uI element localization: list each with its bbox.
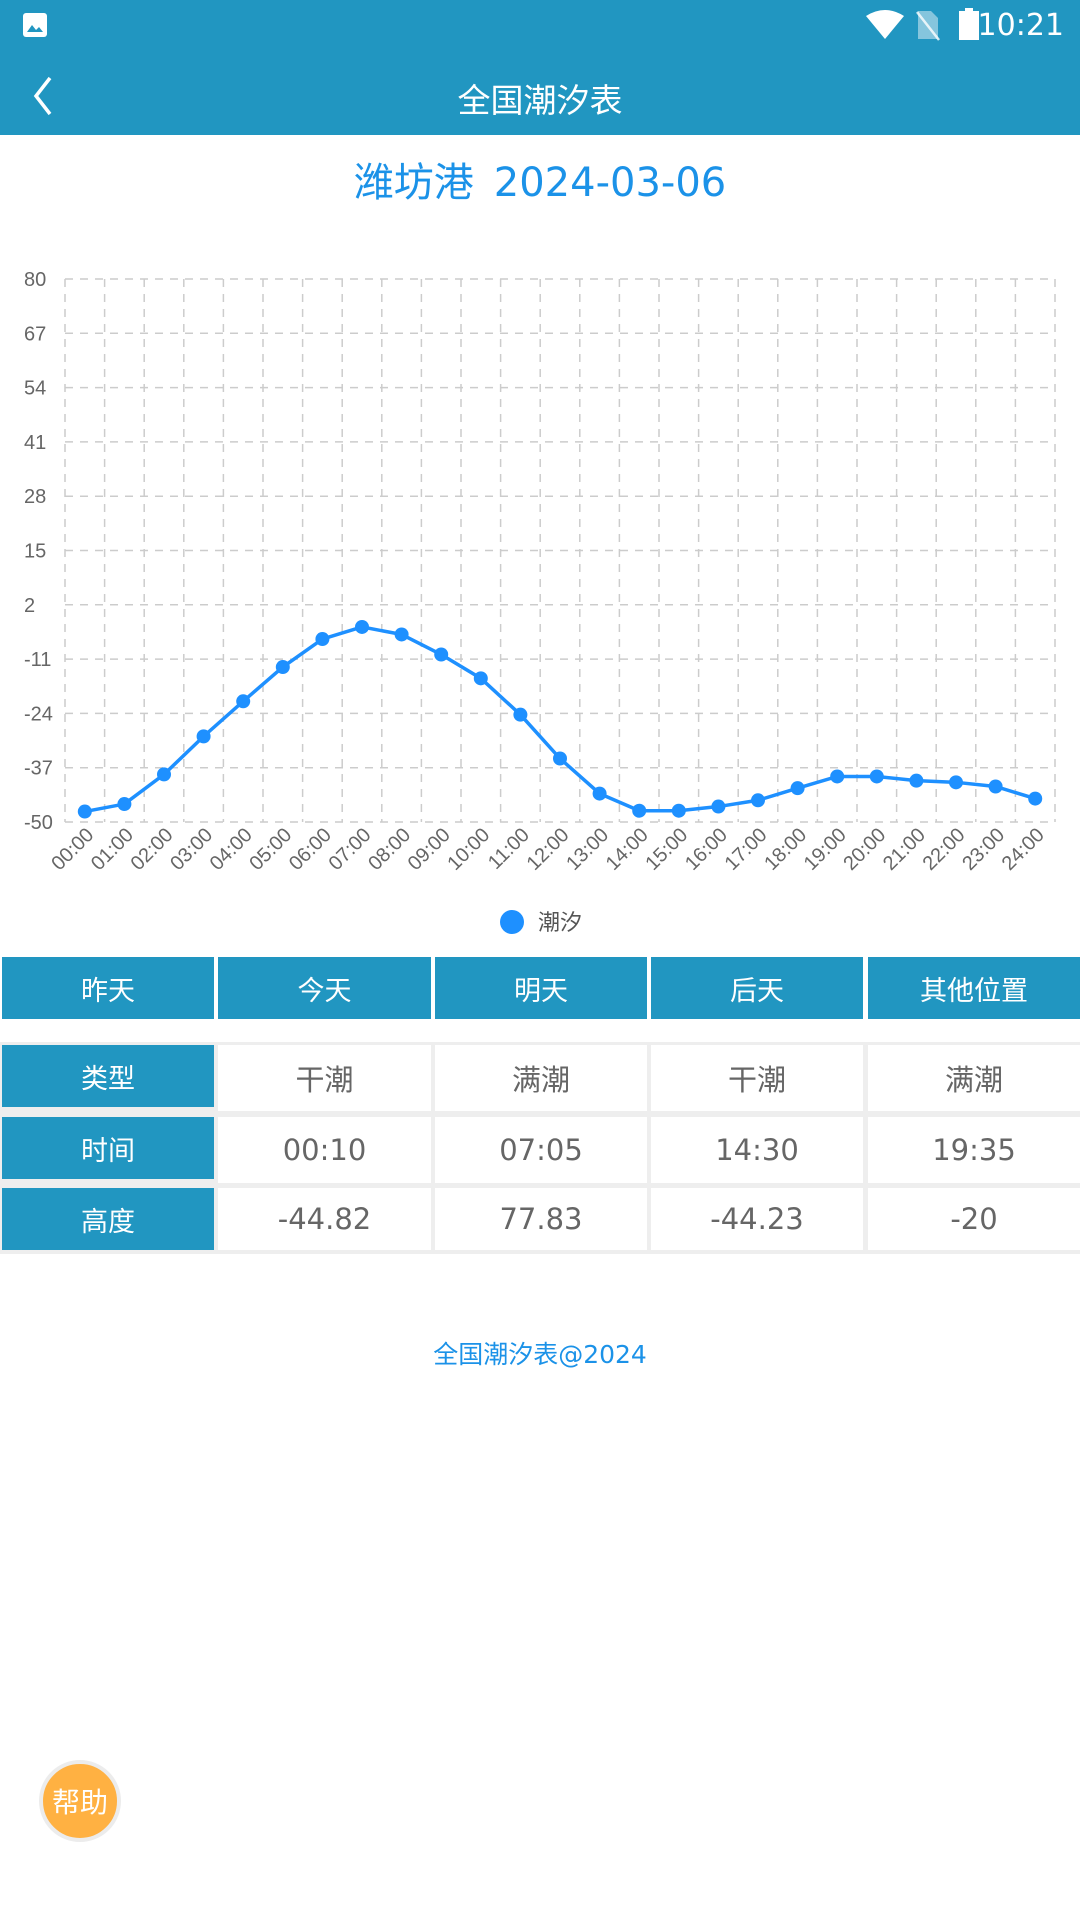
y-tick-label: 67	[24, 323, 46, 345]
other-location-button[interactable]: 其他位置	[868, 957, 1080, 1019]
y-tick-label: 28	[24, 486, 46, 508]
data-point	[553, 751, 567, 766]
data-point	[236, 694, 251, 709]
toolbar: 全国潮汐表	[0, 60, 1080, 135]
day-after-tomorrow-button[interactable]: 后天	[651, 957, 863, 1019]
wifi-icon	[866, 10, 904, 39]
table-cell-height: -44.82	[218, 1188, 431, 1250]
data-point	[751, 793, 765, 808]
battery-icon	[959, 8, 979, 40]
data-point	[275, 660, 290, 675]
data-point	[157, 767, 171, 782]
x-tick-label: 00:00	[47, 824, 98, 875]
data-point	[909, 773, 924, 788]
y-tick-label: -24	[24, 703, 53, 725]
data-point	[790, 781, 805, 796]
data-point	[988, 779, 1003, 794]
legend-label: 潮汐	[538, 911, 582, 936]
data-point	[592, 786, 607, 801]
x-tick-label: 01:00	[87, 824, 138, 875]
tide-chart: 80 67 54 41 28 15 2 -11 -24 -37 -5000:0001:0002:00…	[24, 269, 1056, 936]
data-point	[513, 707, 528, 722]
y-tick-label: -11	[24, 649, 51, 671]
data-point	[315, 632, 330, 647]
port-name: 潍坊港	[353, 160, 474, 206]
table-cell-time: 14:30	[651, 1117, 863, 1183]
table-cell-type: 满潮	[435, 1045, 647, 1111]
footer-text: 全国潮汐表@2024	[433, 1340, 647, 1369]
data-point	[117, 797, 132, 812]
data-point	[711, 799, 726, 814]
data-point	[869, 769, 884, 784]
table-cell-type: 满潮	[868, 1045, 1080, 1111]
x-tick-label: 05:00	[245, 824, 296, 875]
x-tick-label: 22:00	[919, 824, 970, 875]
y-tick-label: 15	[24, 541, 46, 563]
table-cell-time: 07:05	[435, 1117, 647, 1183]
data-point	[830, 769, 845, 784]
chevron-left-icon[interactable]	[28, 74, 68, 118]
row-label-type: 类型	[2, 1045, 214, 1107]
data-point	[671, 803, 686, 818]
x-tick-label: 08:00	[364, 824, 415, 875]
y-tick-label: 2	[24, 595, 35, 617]
x-tick-label: 20:00	[839, 824, 890, 875]
series-line	[84, 625, 1036, 814]
x-tick-label: 18:00	[760, 824, 811, 875]
status-bar: 10:21	[0, 0, 1080, 60]
data-point	[434, 647, 449, 662]
data-point	[196, 729, 211, 744]
y-tick-label: 41	[24, 432, 46, 454]
date: 2024-03-06	[493, 160, 727, 206]
y-tick-label: 54	[24, 378, 46, 400]
x-tick-label: 03:00	[166, 824, 217, 875]
y-tick-label: 80	[24, 269, 46, 291]
x-tick-label: 19:00	[800, 824, 851, 875]
x-tick-label: 15:00	[641, 824, 692, 875]
x-tick-label: 07:00	[325, 824, 376, 875]
x-tick-label: 10:00	[443, 824, 494, 875]
row-label-height: 高度	[2, 1188, 214, 1250]
x-tick-label: 06:00	[285, 824, 336, 875]
x-tick-label: 02:00	[127, 824, 178, 875]
tomorrow-button[interactable]: 明天	[435, 957, 647, 1019]
x-tick-label: 12:00	[523, 824, 574, 875]
y-tick-label: -37	[24, 758, 53, 780]
x-tick-label: 14:00	[602, 824, 653, 875]
x-tick-label: 13:00	[562, 824, 613, 875]
help-button[interactable]: 帮助	[39, 1760, 121, 1842]
data-point	[473, 671, 488, 686]
status-time: 10:21	[977, 8, 1064, 43]
table-cell-type: 干潮	[651, 1045, 863, 1111]
table-cell-height: -20	[868, 1188, 1080, 1250]
x-tick-label: 17:00	[721, 824, 772, 875]
today-button[interactable]: 今天	[218, 957, 431, 1019]
image-icon	[23, 13, 47, 37]
data-point	[77, 804, 92, 819]
data-point	[949, 775, 963, 790]
table-cell-height: 77.83	[435, 1188, 647, 1250]
page-title: 全国潮汐表	[457, 81, 623, 120]
x-tick-label: 24:00	[998, 824, 1049, 875]
legend-marker	[500, 910, 524, 934]
y-tick-label: -50	[24, 812, 53, 834]
yesterday-button[interactable]: 昨天	[2, 957, 214, 1019]
x-tick-label: 16:00	[681, 824, 732, 875]
x-tick-label: 04:00	[206, 824, 257, 875]
no-sim-icon	[916, 11, 940, 41]
table-cell-type: 干潮	[218, 1045, 431, 1111]
port-date-heading: 潍坊港 2024-03-06	[0, 150, 1080, 208]
table-cell-height: -44.23	[651, 1188, 863, 1250]
x-tick-label: 23:00	[958, 824, 1009, 875]
data-point	[632, 803, 647, 818]
table-cell-time: 00:10	[218, 1117, 431, 1183]
data-point	[1028, 791, 1043, 806]
x-tick-label: 09:00	[404, 824, 455, 875]
table-cell-time: 19:35	[868, 1117, 1080, 1183]
data-point	[355, 619, 369, 634]
row-label-time: 时间	[2, 1117, 214, 1179]
x-tick-label: 21:00	[879, 824, 930, 875]
x-tick-label: 11:00	[484, 824, 534, 874]
data-point	[394, 627, 409, 642]
